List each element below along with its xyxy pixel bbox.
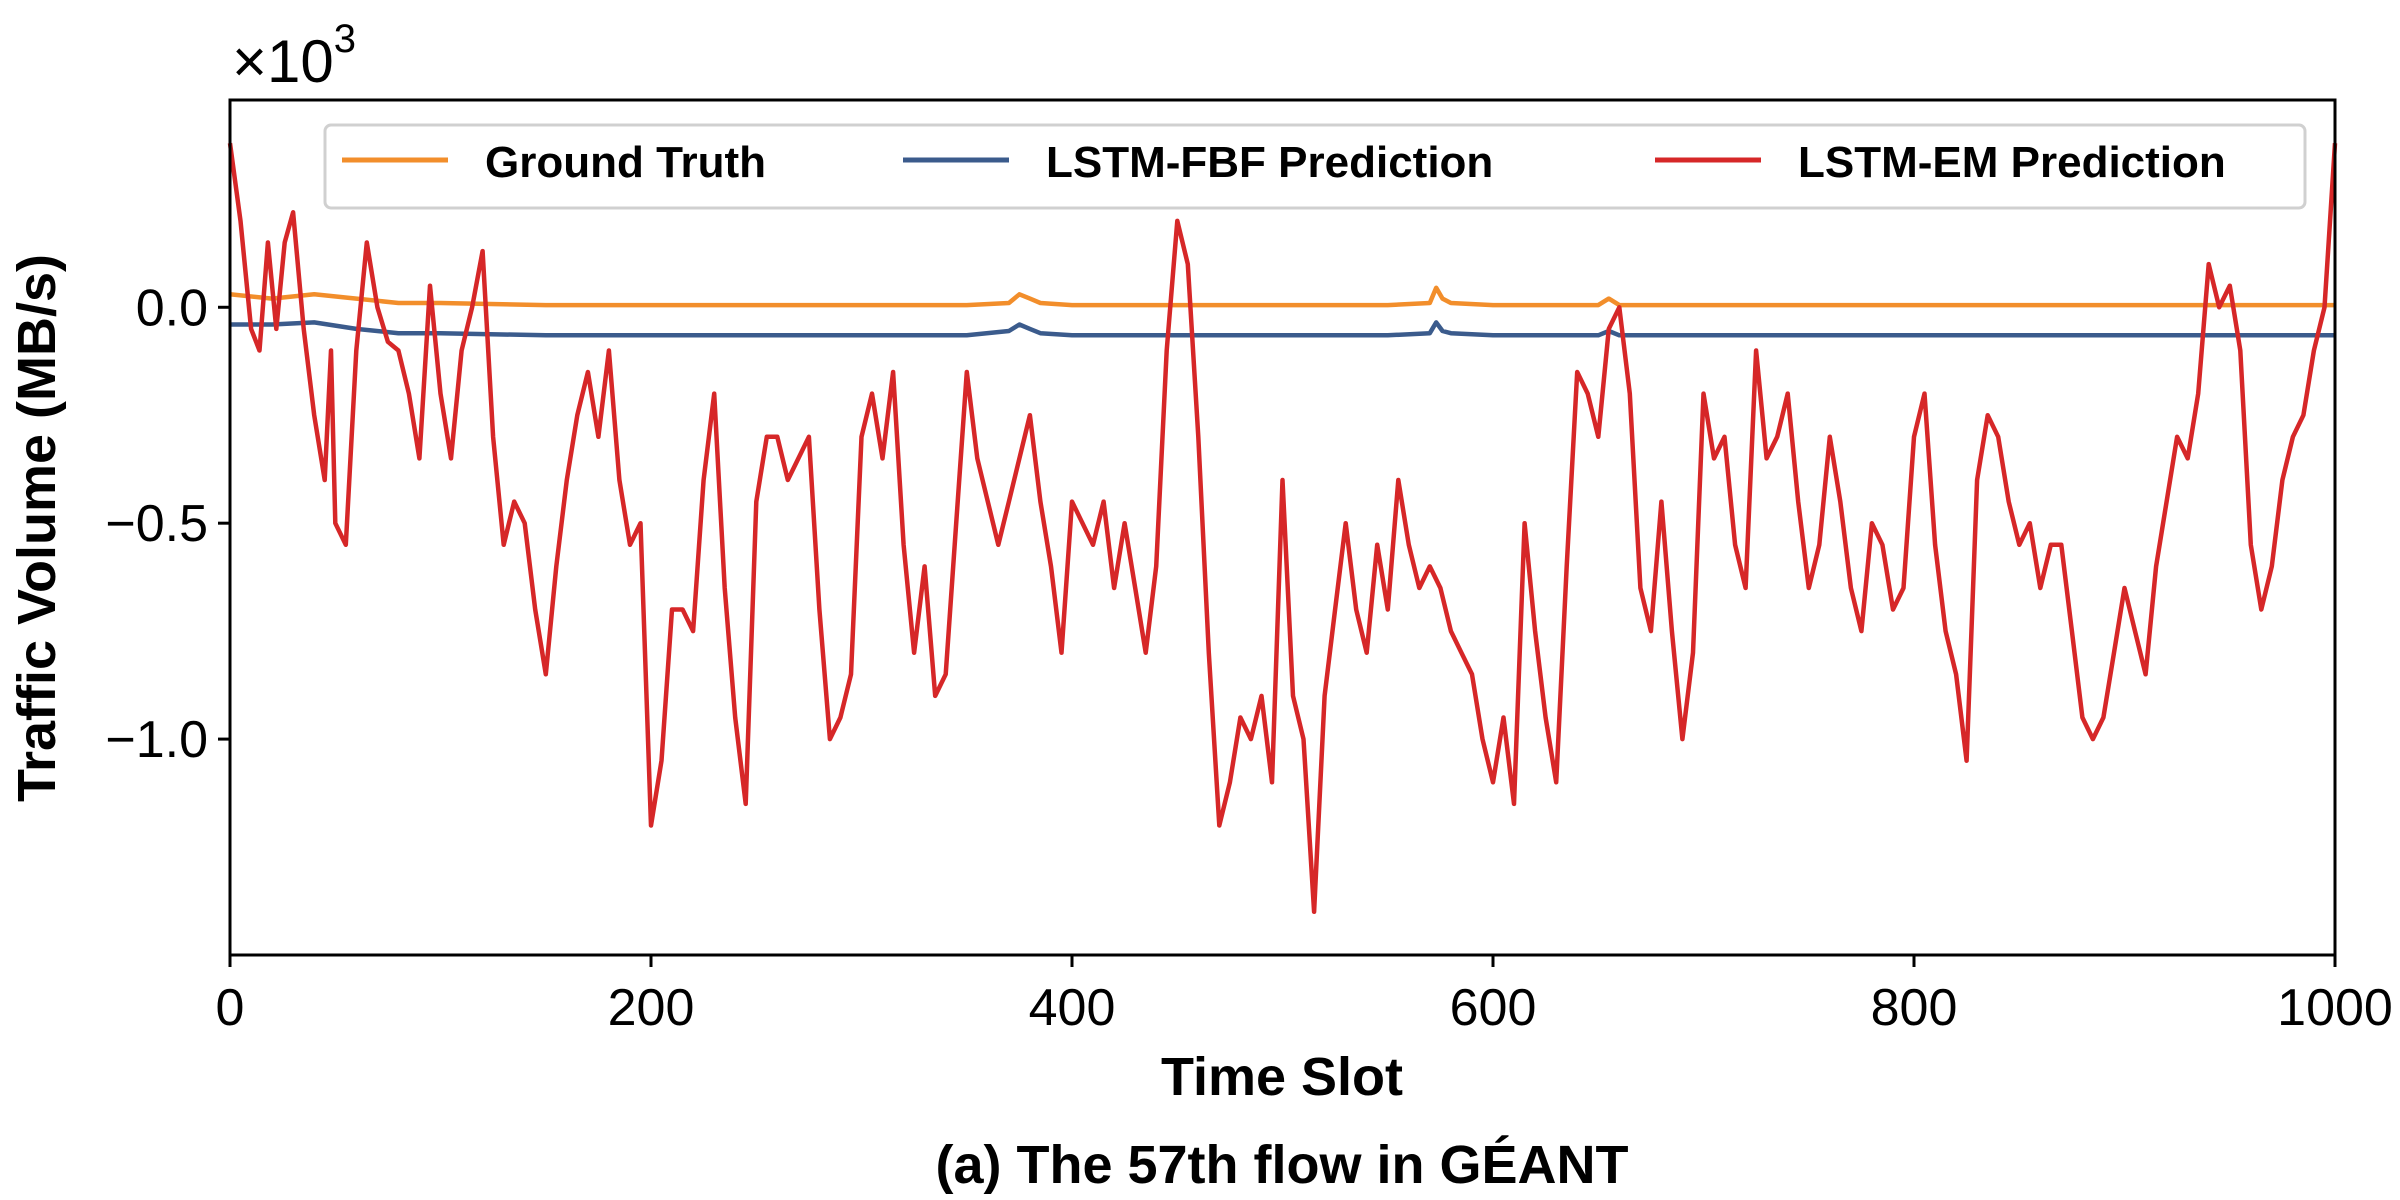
figure-caption: (a) The 57th flow in GÉANT [935,1135,1628,1195]
series-line-lstm-em [227,142,2338,915]
y-axis-title: Traffic Volume (MB/s) [7,254,67,802]
y-tick-label: −1.0 [105,711,208,769]
x-tick-label: 600 [1450,979,1537,1037]
plot-area-frame [228,98,2337,957]
x-tick-label: 800 [1871,979,1958,1037]
series-layer [227,142,2338,915]
y-tick-label: −0.5 [105,495,208,553]
x-axis-title: Time Slot [1161,1047,1403,1107]
series-line-lstm-fbf [230,320,2335,338]
y-axis-multiplier: ×103 [232,17,356,95]
y-tick-label: 0.0 [136,279,208,337]
legend-label-ground-truth: Ground Truth [485,138,766,187]
series-line-ground-truth [229,285,2335,308]
x-axis: 0 200 400 600 800 1000 [216,955,2393,1037]
y-multiplier-exponent: 3 [334,17,356,61]
x-tick-label: 200 [608,979,695,1037]
x-tick-label: 1000 [2277,979,2393,1037]
y-axis: 0.0 −0.5 −1.0 [105,279,230,769]
x-tick-label: 0 [216,979,245,1037]
x-tick-label: 400 [1029,979,1116,1037]
legend-box [323,123,2307,210]
legend-label-lstm-em: LSTM-EM Prediction [1798,138,2226,187]
legend: Ground Truth LSTM-FBF Prediction LSTM-EM… [323,123,2307,210]
legend-label-lstm-fbf: LSTM-FBF Prediction [1046,138,1493,187]
y-multiplier-base: ×10 [232,28,334,95]
